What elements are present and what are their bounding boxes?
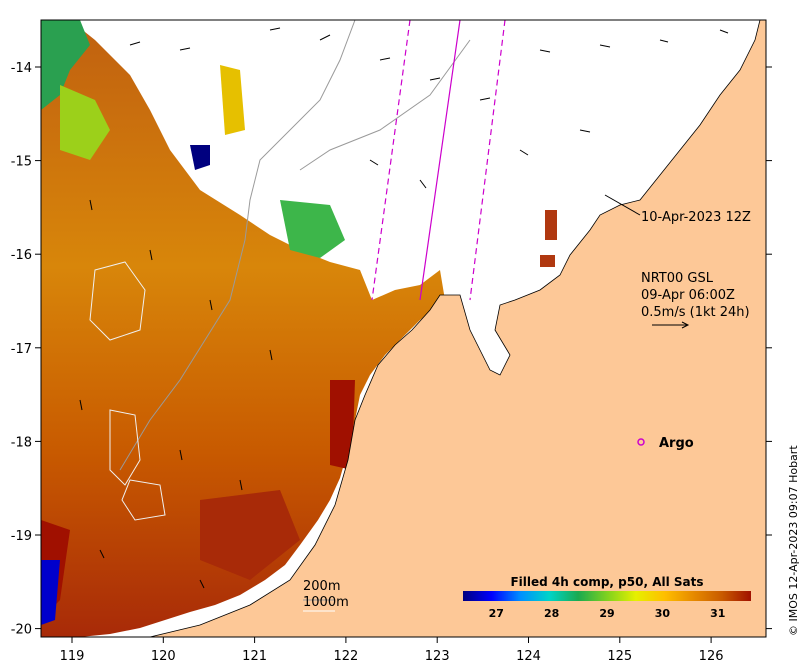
x-tick-label: 122 xyxy=(333,649,358,664)
x-tick-label: 121 xyxy=(242,649,267,664)
white-contour xyxy=(121,479,166,521)
credit-text: © IMOS 12-Apr-2023 09:07 Hobart xyxy=(787,445,800,636)
current-arrow xyxy=(419,179,427,189)
y-tick-label: -19 xyxy=(11,529,32,544)
y-tick-label: -18 xyxy=(11,435,32,450)
current-arrow xyxy=(579,129,591,133)
sst-patch xyxy=(330,380,355,470)
colorbar-tick-label: 27 xyxy=(489,607,504,620)
current-vectors xyxy=(79,27,729,589)
y-tick-label: -15 xyxy=(11,155,32,170)
current-arrow xyxy=(479,97,491,101)
x-tick-label: 124 xyxy=(516,649,541,664)
current-arrow xyxy=(599,44,611,48)
x-tick-label: 126 xyxy=(699,649,724,664)
sst-patch xyxy=(60,85,110,160)
y-tick-label: -14 xyxy=(11,61,32,76)
scale-arrow-head xyxy=(681,321,690,329)
x-tick-label: 125 xyxy=(607,649,632,664)
argo-float-marker xyxy=(637,438,645,446)
colorbar-strip xyxy=(463,591,751,601)
current-arrow xyxy=(659,39,669,43)
y-tick-label: -17 xyxy=(11,342,32,357)
contour-1000m xyxy=(119,20,356,471)
colorbar-tick-label: 31 xyxy=(710,607,725,620)
current-arrow xyxy=(539,49,551,53)
current-arrow xyxy=(239,479,243,491)
x-tick-label: 119 xyxy=(60,649,85,664)
current-arrow xyxy=(369,159,379,166)
colorbar-ticks: 27 28 29 30 31 xyxy=(489,607,726,620)
y-tick-label: -16 xyxy=(11,248,32,263)
contour-200m-label: 200m xyxy=(303,579,340,594)
track-boundary-west xyxy=(371,20,411,301)
sst-patch xyxy=(280,200,345,258)
current-arrow xyxy=(429,77,441,81)
colorbar-tick-label: 29 xyxy=(599,607,614,620)
colorbar-title: Filled 4h comp, p50, All Sats xyxy=(510,575,703,589)
current-arrow xyxy=(209,299,213,311)
current-arrow xyxy=(269,349,273,361)
x-tick-label: 123 xyxy=(425,649,450,664)
sst-patch xyxy=(41,560,60,625)
sst-patch xyxy=(220,65,245,135)
colorbar-tick-label: 28 xyxy=(544,607,559,620)
current-arrow xyxy=(179,449,183,461)
white-contour xyxy=(109,409,141,486)
colorbar-tick-label: 30 xyxy=(655,607,671,620)
glider-track xyxy=(419,20,461,301)
x-tick-label: 120 xyxy=(151,649,176,664)
contour-1000m-label: 1000m xyxy=(303,595,349,610)
plot-frame xyxy=(40,19,767,638)
track-time-pointer xyxy=(604,194,641,216)
current-arrow xyxy=(149,249,153,261)
sst-inlet xyxy=(540,255,555,267)
y-axis: -14 -15 -16 -17 -18 -19 -20 xyxy=(11,61,772,638)
plot-area xyxy=(41,20,766,637)
currents-source-label: NRT00 GSL xyxy=(641,271,714,286)
current-arrow xyxy=(179,47,191,51)
current-arrow xyxy=(269,27,281,31)
current-arrow xyxy=(129,41,141,46)
contour-200m xyxy=(299,39,471,171)
sst-inlet xyxy=(545,210,557,240)
current-arrow xyxy=(79,399,83,411)
current-arrow xyxy=(719,29,729,34)
land-mass xyxy=(149,20,766,637)
sst-patch xyxy=(41,20,90,110)
scale-arrow-label: 0.5m/s (1kt 24h) xyxy=(641,305,750,320)
track-boundary-east xyxy=(469,20,506,301)
current-arrow xyxy=(519,149,529,156)
x-axis: 119 120 121 122 123 124 125 126 xyxy=(60,637,724,664)
current-arrow xyxy=(199,579,205,589)
sst-field xyxy=(41,20,445,637)
y-tick-label: -20 xyxy=(11,623,32,638)
colorbar: Filled 4h comp, p50, All Sats 27 28 29 30 31 xyxy=(463,575,751,620)
current-arrow xyxy=(99,549,105,559)
white-contour xyxy=(89,261,146,341)
argo-label: Argo xyxy=(659,436,694,451)
sst-patch xyxy=(190,145,210,170)
currents-time-label: 09-Apr 06:00Z xyxy=(641,288,735,303)
current-arrow xyxy=(319,34,331,41)
current-arrow xyxy=(89,199,93,211)
current-arrow xyxy=(379,57,391,61)
track-time-label: 10-Apr-2023 12Z xyxy=(641,210,751,225)
sst-patch xyxy=(200,490,300,580)
